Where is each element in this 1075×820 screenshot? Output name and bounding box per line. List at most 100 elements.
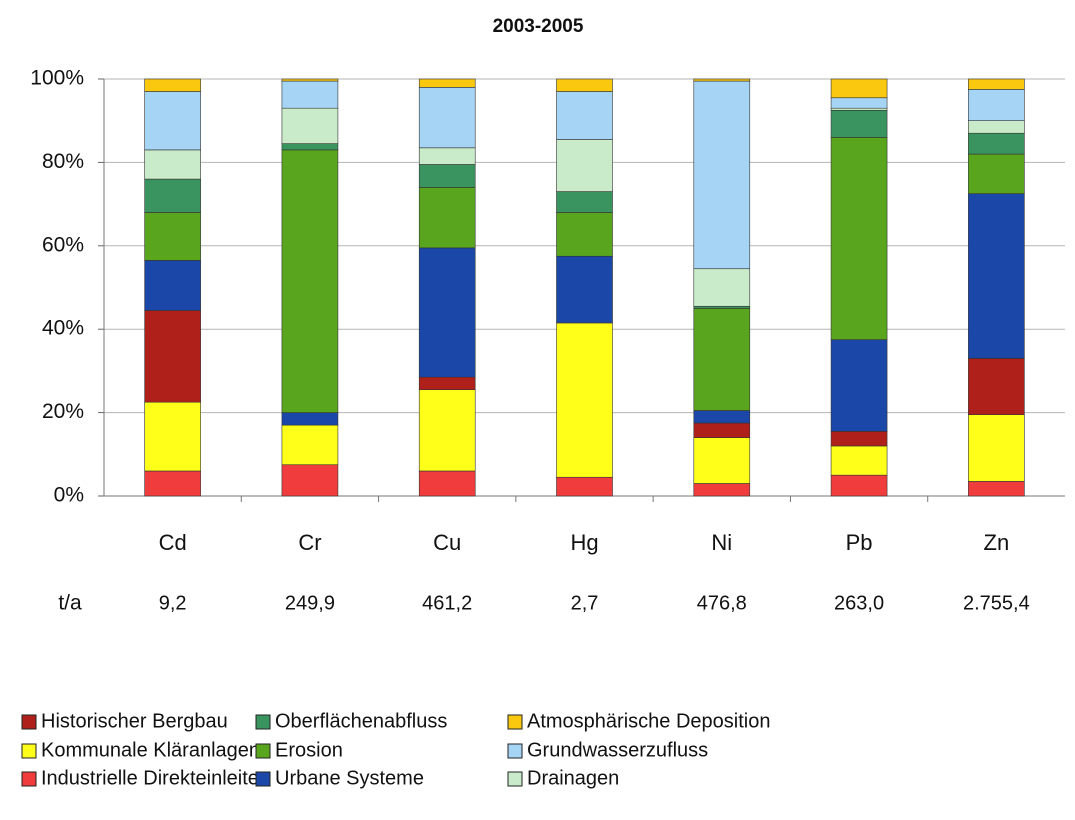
bar-segment xyxy=(693,483,751,497)
bar-segment xyxy=(830,445,888,476)
x-tick-label: Ni xyxy=(711,530,732,555)
bar-segment xyxy=(556,255,613,324)
total-label: 2,7 xyxy=(571,592,599,614)
bar-segment xyxy=(556,78,613,92)
legend-swatch xyxy=(21,714,37,730)
bar-segment xyxy=(693,80,751,270)
legend-label: Urbane Systeme xyxy=(275,767,424,789)
x-tick-label: Cu xyxy=(433,530,461,555)
bar-segment xyxy=(281,149,339,413)
bar-segment xyxy=(693,268,751,307)
y-tick-label: 80% xyxy=(42,150,84,173)
bar-segment xyxy=(830,109,888,138)
y-tick-label: 60% xyxy=(42,233,84,256)
legend-label: Drainagen xyxy=(527,767,619,789)
bar-segment xyxy=(968,414,1025,482)
bar-segment xyxy=(418,164,476,188)
bar-segment xyxy=(968,153,1025,194)
bar-segment xyxy=(556,191,613,213)
totals-label: t/a xyxy=(58,592,82,615)
legend-swatch xyxy=(21,743,37,759)
legend-swatch xyxy=(507,743,523,759)
bar-segment xyxy=(281,143,339,151)
bar-segment xyxy=(281,78,339,82)
chart-title: 2003-2005 xyxy=(493,16,584,37)
bar-segment xyxy=(556,322,613,478)
legend-swatch xyxy=(507,771,523,787)
x-tick-label: Hg xyxy=(570,530,598,555)
legend-label: Industrielle Direkteinleiter xyxy=(41,767,266,789)
legend-swatch xyxy=(507,714,523,730)
x-tick-label: Cd xyxy=(159,530,187,555)
bar-segment xyxy=(968,120,1025,134)
bar-segment xyxy=(144,178,201,213)
legend-label: Kommunale Kläranlagen xyxy=(41,739,260,761)
bar-segment xyxy=(693,410,751,424)
bar-segment xyxy=(556,476,613,497)
x-tick-label: Cr xyxy=(298,530,321,555)
total-label: 263,0 xyxy=(834,592,884,614)
bar-segment xyxy=(830,137,888,340)
total-label: 249,9 xyxy=(285,592,335,614)
bar-segment xyxy=(693,308,751,411)
bar-segment xyxy=(693,305,751,309)
bar-segment xyxy=(693,437,751,484)
bar-segment xyxy=(144,310,201,403)
bar-segment xyxy=(830,431,888,447)
bar-segment xyxy=(556,212,613,257)
bar-segment xyxy=(693,78,751,82)
bar-segment xyxy=(830,474,888,497)
total-label: 9,2 xyxy=(159,592,187,614)
y-tick-label: 0% xyxy=(54,484,84,507)
bar-segment xyxy=(968,132,1025,155)
bar-segment xyxy=(830,78,888,99)
bar-segment xyxy=(281,424,339,466)
bar-segment xyxy=(144,91,201,151)
bar-segment xyxy=(144,260,201,311)
bar-segment xyxy=(418,470,476,497)
bar-segment xyxy=(281,80,339,109)
legend-swatch xyxy=(21,771,37,787)
bar-segment xyxy=(968,193,1025,359)
bar-segment xyxy=(418,247,476,378)
y-tick-label: 100% xyxy=(30,67,84,90)
legend-label: Oberflächenabfluss xyxy=(275,710,447,732)
bar-segment xyxy=(418,389,476,472)
legend-label: Atmosphärische Deposition xyxy=(527,710,770,732)
bar-segment xyxy=(556,91,613,140)
total-label: 476,8 xyxy=(697,592,747,614)
legend-swatch xyxy=(255,771,271,787)
bar-segment xyxy=(693,422,751,438)
bar-segment xyxy=(418,376,476,390)
y-tick-label: 20% xyxy=(42,400,84,423)
bar-segment xyxy=(968,358,1025,415)
bar-segment xyxy=(556,139,613,192)
bar-segment xyxy=(281,464,339,497)
bar-segment xyxy=(968,481,1025,497)
bar-segment xyxy=(144,401,201,472)
bar-segment xyxy=(281,107,339,144)
total-label: 461,2 xyxy=(422,592,472,614)
legend-label: Grundwasserzufluss xyxy=(527,739,708,761)
bar-segment xyxy=(418,147,476,165)
legend-label: Erosion xyxy=(275,739,343,761)
legend-swatch xyxy=(255,743,271,759)
bar-segment xyxy=(968,89,1025,122)
bar-segment xyxy=(144,149,201,180)
bar-segment xyxy=(830,97,888,109)
bar-segment xyxy=(968,78,1025,90)
legend-swatch xyxy=(255,714,271,730)
bar-segment xyxy=(418,87,476,149)
bar-segment xyxy=(418,78,476,88)
total-label: 2.755,4 xyxy=(963,592,1030,614)
bar-segment xyxy=(144,212,201,261)
bar-segment xyxy=(281,412,339,426)
bar-segment xyxy=(418,187,476,249)
bar-segment xyxy=(830,107,888,111)
x-tick-label: Zn xyxy=(984,530,1010,555)
bar-segment xyxy=(144,78,201,92)
x-tick-label: Pb xyxy=(846,530,873,555)
y-tick-label: 40% xyxy=(42,317,84,340)
bar-segment xyxy=(830,339,888,432)
